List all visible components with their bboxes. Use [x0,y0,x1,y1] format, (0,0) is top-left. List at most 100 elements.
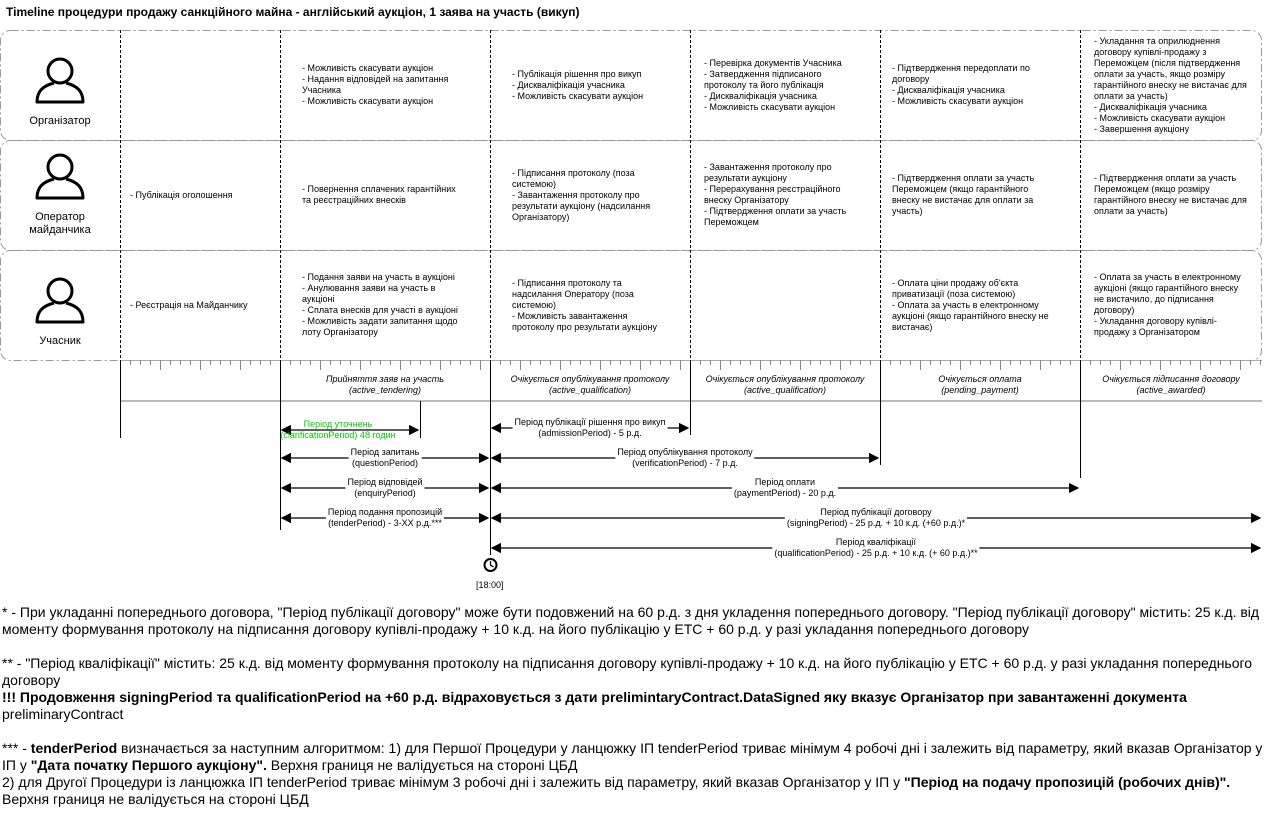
cell-item: - Оплата за участь в електронному аукціо… [1094,272,1241,315]
period-code: (questionPeriod) [351,458,419,468]
cell-content: - Підтвердження передоплати по договору -… [892,63,1050,107]
cell-item: - Анулювання заяви на участь в аукціоні [302,283,436,304]
period-name: Період уточнень [303,419,373,429]
cell-content: - Оплата за участь в електронному аукціо… [1094,272,1248,338]
footnote: 2) для Другої Процедури із ланцюжка ІП t… [2,774,1267,808]
footnotes: * - При укладанні попереднього договора,… [2,604,1267,825]
cell-item: - Затвердження підписаного протоколу та … [704,68,824,90]
actor-1: Оператор майданчика [0,148,120,237]
period-label: Період уточнень (clarificationPeriod) 48 … [278,419,397,441]
cell-item: - Підтвердження оплати за участь Перемож… [1094,173,1247,216]
footnote-text: preliminaryContract [2,706,124,722]
cell-item: - Укладання та оприлюднення договору куп… [1094,35,1247,101]
footnote: ** - "Період кваліфікації" містить: 25 к… [2,655,1267,689]
period-name: Період публікації рішення про викуп [514,417,666,427]
status-code: (active_tendering) [348,385,422,395]
period-code: (admissionPeriod) - 5 р.д. [538,428,642,438]
footnote-text: !!! Продовження signingPeriod та qualifi… [2,689,1187,705]
status-name: Очікується підписання договору [1102,374,1240,384]
period-name: Період запитань [350,447,420,457]
footnote-text: Верхня границя не валідується на стороні… [266,757,578,773]
cell-item: - Повернення сплачених гарантійних та ре… [302,184,456,205]
period-code: (qualificationPeriod) - 25 р.д. + 10 к.д… [774,548,978,558]
status-name: Очікується опублікування протоколу [705,374,865,384]
period-code: (paymentPeriod) - 20 р.д. [733,488,837,498]
footnote: *** - tenderPeriod визначається за насту… [2,740,1267,774]
status-code: (pending_payment) [941,385,1019,395]
lane-cell: - Підписання протоколу та надсилання Опе… [512,252,660,358]
footnote-text: 2) для Другої Процедури із ланцюжка ІП t… [2,774,905,790]
cell-content: - Оплата ціни продажу об'єкта приватизац… [892,278,1050,333]
lane-cell: - Завантаження протоколу про результати … [704,142,862,248]
user-icon [0,272,120,331]
cell-item: - Перерахування реєстраційного внеску Ор… [704,184,841,205]
cell-content: - Підтвердження оплати за участь Перемож… [892,173,1050,217]
cell-item: - Оплата за участь в електронному аукціо… [892,299,1049,332]
lane-cell: - Повернення сплачених гарантійних та ре… [302,142,460,248]
cell-item: - Можливість скасувати аукціон [512,90,644,101]
period-code: (verificationPeriod) - 7 р.д. [632,458,738,468]
footnote-text: tenderPeriod [30,740,118,756]
footnote-text: ** - "Період кваліфікації" містить: 25 к… [2,655,1253,688]
lane-cell: - Оплата за участь в електронному аукціо… [1094,252,1248,358]
footnote-text: *** - [2,740,31,756]
clock-hands [489,561,494,568]
cell-content: - Перевірка документів Учасника - Затверд… [704,58,862,113]
swimlane-border [0,30,1262,141]
cell-item: - Можливість скасувати аукціон [704,101,836,112]
cell-content: - Публікація оголошення [130,190,270,201]
status-code: (active_qualification) [743,385,827,395]
period-name: Період подання пропозицій [327,507,443,517]
cell-item: - Подання заяви на участь в аукціоні [302,272,455,282]
cell-item: - Завершення аукціону [1094,123,1190,134]
status-label: Очікується оплата (pending_payment) [880,374,1080,396]
footnote-text: Верхня границя не валідується на стороні… [2,791,309,807]
status-name: Очікується оплата [938,374,1022,384]
lane-cell: - Укладання та оприлюднення договору куп… [1094,32,1248,138]
period-code: (signingPeriod) - 25 р.д. + 10 к.д. (+60… [786,518,966,528]
status-name: Прийняття заяв на участь [326,374,444,384]
cell-content: - Подання заяви на участь в аукціоні - Ан… [302,272,460,338]
cell-content: - Повернення сплачених гарантійних та ре… [302,184,460,206]
cell-content: - Підтвердження оплати за участь Перемож… [1094,173,1248,217]
cell-item: - Завантаження протоколу про результати … [704,162,832,183]
lane-cell: - Підписання протоколу (поза системою) - … [512,142,660,248]
diagram-title: Timeline процедури продажу санкційного м… [6,5,580,19]
period-label: Період відповідей (enquiryPeriod) [345,477,425,499]
cell-item: - Підтвердження передоплати по договору [892,63,1030,84]
period-label: Період подання пропозицій (tenderPeriod) … [325,507,445,529]
period-code: (tenderPeriod) - 3-XX р.д.*** [328,518,442,528]
status-label: Очікується опублікування протоколу (activ… [690,374,880,396]
lane-cell: - Можливість скасувати аукціон - Надання … [302,32,460,138]
cell-content: - Завантаження протоколу про результати … [704,162,862,228]
cell-item: - Підписання протоколу та надсилання Опе… [512,277,634,310]
lane-cell: - Публікація рішення про викуп - Дисквалі… [512,32,660,138]
period-label: Період публікації рішення про викуп (admi… [512,417,668,439]
cell-content: - Підписання протоколу (поза системою) - … [512,168,660,223]
cell-item: - Надання відповідей на запитання Учасни… [302,74,449,95]
cell-item: - Можливість скасувати аукціон [302,96,434,106]
cell-item: - Можливість скасувати аукціон [1094,112,1226,123]
actor-label: Оператор майданчика [29,211,91,236]
cell-item: - Публікація оголошення [130,189,233,200]
footnote: * - При укладанні попереднього договора,… [2,604,1267,638]
lane-cell: - Підтвердження оплати за участь Перемож… [892,142,1050,248]
cell-item: - Реєстрація на Майданчику [130,299,248,310]
period-label: Період оплати (paymentPeriod) - 20 р.д. [731,477,839,499]
status-code: (active_awarded) [1136,385,1206,395]
status-label: Очікується опублікування протоколу (activ… [490,374,690,396]
cell-item: - Можливість завантаження протоколу про … [512,310,658,332]
cell-item: - Підписання протоколу (поза системою) [512,167,635,189]
cell-content: - Можливість скасувати аукціон - Надання … [302,63,460,107]
lane-cell: - Підтвердження оплати за участь Перемож… [1094,142,1248,248]
user-icon [0,148,120,207]
status-label: Прийняття заяв на участь (active_tenderin… [280,374,490,396]
cell-item: - Публікація рішення про викуп [512,68,642,79]
period-label: Період опублікування протоколу (verificat… [615,447,755,469]
cell-item: - Перевірка документів Учасника [704,57,842,68]
swimlane-border [0,140,1262,251]
period-label: Період кваліфікації (qualificationPeriod)… [772,537,980,559]
cell-item: - Дискваліфікація учасника [1094,101,1207,112]
cell-item: - Можливість задати запитання щодо лоту … [302,316,458,337]
cell-item: - Підтвердження оплати за участь Перемож… [892,173,1035,216]
